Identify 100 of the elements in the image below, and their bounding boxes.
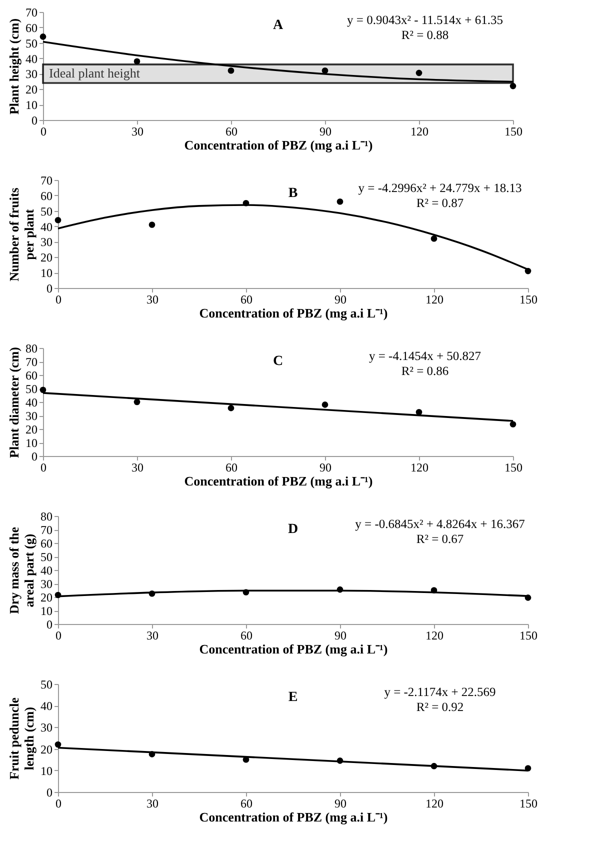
y-tick-label: 10 (26, 436, 38, 450)
y-tick-label: 0 (32, 114, 38, 128)
annotation: R² = 0.92 (416, 700, 464, 714)
x-tick-label: 0 (56, 628, 62, 642)
x-tick-label: 90 (320, 460, 332, 474)
point (430, 235, 438, 242)
point (322, 67, 328, 74)
annotation: R² = 0.87 (416, 196, 464, 210)
y-axis-title: Dry mass of the areal part (g) (6, 526, 36, 614)
y-tick-label: 0 (46, 786, 52, 800)
y-tick-label: 50 (40, 678, 52, 692)
y-tick-label: 80 (26, 342, 38, 356)
y-tick-label: 70 (40, 174, 52, 188)
x-tick-label: 60 (240, 628, 252, 642)
y-tick-label: 30 (40, 577, 52, 591)
x-axis-title: Concentration of PBZ (mg a.i L⁻¹) (199, 810, 388, 824)
x-tick-label: 120 (410, 124, 428, 138)
x-tick-label: 150 (504, 460, 522, 474)
chart-title: A (272, 18, 284, 33)
y-tick-label: 10 (40, 266, 52, 280)
point (416, 70, 422, 76)
annotation: R² = 0.88 (401, 28, 449, 42)
point (336, 198, 344, 205)
y-tick-label: 10 (40, 604, 52, 618)
x-tick-label: 150 (520, 292, 538, 306)
y-tick-label: 70 (26, 355, 38, 369)
x-axis-title: Concentration of PBZ (mg a.i L⁻¹) (184, 138, 373, 152)
y-tick-label: 20 (40, 590, 52, 604)
y-tick-label: 20 (40, 742, 52, 756)
y-tick-label: 20 (40, 250, 52, 265)
band-label: Ideal plant height (49, 66, 140, 81)
x-tick-label: 150 (520, 796, 538, 810)
y-axis-title: Number of fruits per plant (6, 188, 36, 282)
x-tick-label: 60 (240, 292, 252, 306)
x-tick-label: 30 (146, 628, 158, 642)
y-tick-label: 0 (46, 282, 52, 296)
y-tick-label: 60 (26, 368, 38, 382)
x-tick-label: 90 (334, 292, 346, 306)
x-tick-label: 120 (426, 292, 444, 306)
y-tick-label: 10 (26, 98, 38, 112)
y-tick-label: 60 (40, 536, 52, 550)
point (510, 82, 516, 90)
y-tick-label: 40 (40, 699, 52, 714)
annotation: y = 0.9043x² - 11.514x + 61.35 (347, 13, 503, 27)
x-tick-label: 150 (520, 628, 538, 642)
y-tick-label: 10 (40, 764, 52, 778)
x-tick-label: 30 (146, 796, 158, 810)
annotation: y = -2.1174x + 22.569 (384, 685, 496, 699)
x-tick-label: 60 (226, 460, 238, 474)
y-tick-label: 40 (26, 396, 38, 410)
y-tick-label: 50 (26, 36, 38, 50)
y-tick-label: 50 (40, 550, 52, 564)
y-tick-label: 70 (26, 6, 38, 20)
y-tick-label: 60 (26, 20, 38, 35)
x-tick-label: 0 (56, 796, 62, 810)
point (134, 58, 140, 65)
x-axis-title: Concentration of PBZ (mg a.i L⁻¹) (199, 642, 388, 656)
y-tick-label: 30 (26, 67, 38, 82)
y-tick-label: 30 (40, 235, 52, 250)
y-tick-label: 30 (26, 409, 38, 423)
y-tick-label: 50 (26, 382, 38, 396)
y-axis-title: Fruit peduncle length (cm) (6, 697, 36, 780)
annotation: y = -4.1454x + 50.827 (368, 349, 482, 363)
annotation: R² = 0.67 (416, 532, 464, 546)
y-tick-label: 0 (32, 450, 38, 464)
x-tick-label: 120 (426, 628, 444, 642)
y-axis-title: Plant height (cm) (6, 18, 22, 115)
annotation: R² = 0.86 (401, 364, 449, 378)
y-tick-label: 40 (40, 564, 52, 578)
x-tick-label: 90 (320, 124, 332, 138)
y-tick-label: 30 (40, 720, 52, 735)
x-axis-title: Concentration of PBZ (mg a.i L⁻¹) (199, 306, 388, 320)
point (228, 404, 234, 412)
x-tick-label: 120 (410, 460, 428, 474)
y-tick-label: 40 (26, 52, 38, 66)
annotation: y = -0.6845x² + 4.8264x + 16.367 (355, 517, 525, 531)
chart-title: D (288, 522, 298, 537)
y-tick-label: 0 (46, 618, 52, 632)
y-tick-label: 50 (40, 204, 52, 218)
chart-title: C (272, 354, 284, 369)
x-tick-label: 0 (56, 292, 62, 306)
point (228, 67, 234, 74)
y-tick-label: 70 (40, 523, 52, 537)
point (510, 421, 516, 428)
point (40, 386, 46, 394)
y-tick-label: 80 (40, 510, 52, 524)
point (54, 216, 62, 224)
x-tick-label: 60 (240, 796, 252, 810)
point (322, 402, 328, 408)
chart-title: B (288, 186, 298, 201)
x-tick-label: 30 (146, 292, 158, 306)
y-tick-label: 20 (26, 422, 38, 436)
x-tick-label: 60 (226, 124, 238, 138)
chart-title: E (288, 690, 298, 705)
point (134, 398, 140, 406)
x-tick-label: 150 (504, 124, 522, 138)
x-tick-label: 90 (334, 628, 346, 642)
x-tick-label: 30 (132, 124, 144, 138)
x-tick-label: 30 (132, 460, 144, 474)
point (54, 741, 62, 748)
